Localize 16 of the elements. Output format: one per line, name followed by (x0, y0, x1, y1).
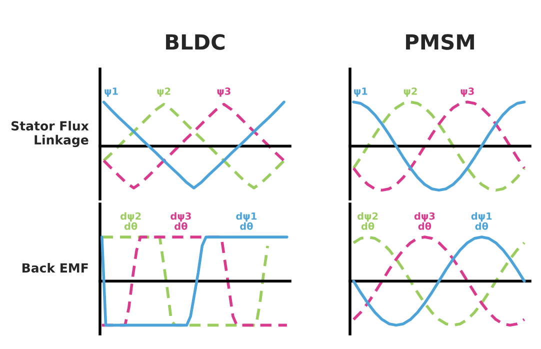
series-label: ψ3 (460, 88, 474, 97)
series-label: ψ2 (157, 88, 170, 97)
series-label: ψ3 (217, 88, 230, 97)
series-label: dψ1 dθ (236, 212, 257, 230)
y-axis-title: Stator Flux Linkage (12, 120, 89, 148)
series-label: ψ2 (404, 88, 417, 97)
chart-title: PMSM (406, 34, 474, 50)
series-label: ψ1 (354, 88, 368, 97)
series-label: dψ1 dθ (471, 212, 492, 230)
series-label: dψ3 dθ (414, 212, 435, 230)
series-label: dψ2 dθ (120, 212, 141, 230)
series-label: dψ2 dθ (358, 212, 378, 230)
series-label: ψ1 (104, 88, 118, 97)
series-label: dψ3 dθ (170, 212, 191, 230)
chart-title: BLDC (166, 34, 225, 50)
y-axis-title: Back EMF (22, 262, 88, 273)
